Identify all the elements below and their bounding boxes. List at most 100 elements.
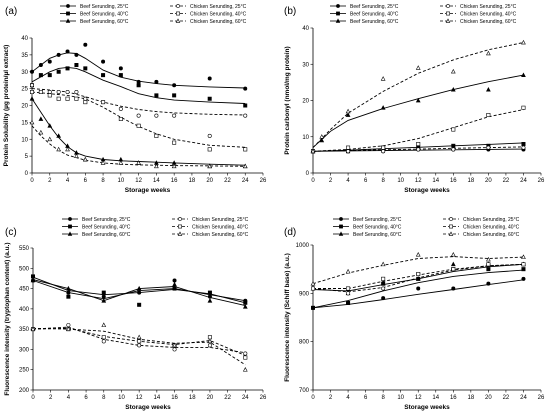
x-tick-label: 8 — [381, 178, 385, 184]
data-point — [521, 142, 526, 147]
x-tick-label: 18 — [468, 178, 475, 184]
trend-line — [312, 42, 524, 148]
legend-label: Beef Serunding, 60°C — [82, 232, 131, 238]
data-point — [29, 90, 34, 95]
legend-marker — [335, 18, 341, 23]
data-point — [101, 73, 106, 78]
data-point — [521, 145, 526, 150]
legend-marker — [177, 231, 183, 236]
x-axis-title: Storage weeks — [404, 187, 450, 194]
data-point — [243, 147, 248, 152]
trend-line — [32, 280, 246, 302]
legend-label: Beef Serunding, 60°C — [350, 19, 399, 25]
data-point — [56, 52, 61, 57]
data-point — [207, 343, 212, 348]
y-tick-label: 800 — [299, 340, 310, 346]
data-point — [47, 93, 52, 98]
data-point — [207, 290, 212, 295]
y-tick-label: 200 — [19, 388, 30, 394]
data-point — [38, 116, 44, 121]
data-point — [101, 298, 107, 303]
data-point — [56, 69, 61, 74]
data-point — [74, 62, 79, 67]
data-point — [172, 278, 177, 283]
y-axis-title: Protein carbonyl (nmol/mg protein) — [284, 46, 291, 154]
data-point — [242, 367, 248, 372]
data-point — [65, 96, 70, 101]
x-tick-label: 2 — [329, 178, 333, 184]
data-point — [486, 113, 491, 118]
data-point — [451, 143, 456, 148]
data-point — [101, 335, 106, 340]
data-point — [136, 113, 141, 118]
y-tick-label: 700 — [299, 388, 310, 394]
data-point — [486, 256, 491, 262]
legend-label: Chicken Serunding, 60°C — [192, 232, 249, 238]
x-tick-label: 22 — [503, 178, 510, 184]
y-tick-label: 350 — [19, 327, 30, 333]
data-point — [521, 276, 526, 281]
x-tick-label: 0 — [311, 178, 315, 184]
data-point — [30, 274, 35, 279]
x-tick-label: 6 — [84, 178, 88, 184]
y-tick-label: 400 — [19, 307, 30, 313]
data-point — [346, 145, 351, 150]
x-axis-title: Storage weeks — [125, 187, 171, 194]
data-point — [29, 96, 35, 101]
data-point — [29, 83, 34, 88]
x-tick-label: 12 — [415, 178, 422, 184]
x-tick-label: 20 — [485, 395, 492, 401]
y-tick-label: 1000 — [296, 243, 310, 249]
trend-line — [312, 279, 524, 309]
data-point — [74, 153, 79, 158]
legend-entry: Chicken Serunding, 60°C — [440, 18, 517, 25]
data-point — [101, 290, 106, 295]
y-tick-label: 40 — [302, 26, 309, 32]
data-point — [38, 129, 44, 135]
x-tick-label: 16 — [171, 395, 178, 401]
x-tick-label: 18 — [189, 178, 196, 184]
data-point — [207, 338, 213, 344]
data-point — [415, 276, 421, 281]
data-point — [66, 285, 71, 291]
data-point — [47, 73, 52, 78]
y-tick-label: 250 — [19, 368, 30, 374]
data-point — [137, 302, 142, 307]
x-tick-label: 6 — [364, 178, 368, 184]
legend-marker — [338, 231, 344, 236]
data-point — [154, 79, 159, 84]
legend-entry: Chicken Serunding, 25°C — [172, 217, 249, 223]
data-point — [319, 134, 325, 139]
x-tick-label: 16 — [450, 178, 457, 184]
legend-entry: Chicken Serunding, 40°C — [440, 11, 517, 17]
data-point — [521, 262, 526, 267]
legend-label: Chicken Serunding, 60°C — [463, 232, 520, 238]
legend-marker — [445, 18, 451, 23]
legend-entry: Beef Serunding, 25°C — [333, 217, 402, 223]
x-axis-title: Storage weeks — [125, 404, 171, 411]
x-tick-label: 4 — [66, 178, 70, 184]
trend-line — [312, 74, 524, 148]
y-tick-label: 30 — [21, 70, 28, 76]
legend-entry: Beef Serunding, 25°C — [62, 217, 131, 223]
panel-label: (d) — [284, 227, 296, 238]
data-point — [56, 90, 61, 95]
x-tick-label: 20 — [485, 178, 492, 184]
data-point — [83, 42, 88, 47]
trend-line — [31, 98, 246, 166]
data-point — [415, 251, 421, 257]
data-point — [243, 86, 248, 91]
legend-entry: Beef Serunding, 40°C — [333, 224, 402, 230]
legend-label: Beef Serunding, 40°C — [353, 224, 402, 230]
data-point — [207, 335, 212, 340]
data-point — [451, 286, 456, 291]
legend-marker — [65, 18, 71, 23]
data-point — [74, 52, 79, 57]
panel-label: (a) — [5, 6, 17, 17]
data-point — [136, 79, 141, 84]
legend-marker — [336, 11, 340, 16]
data-point — [30, 277, 36, 283]
data-point — [172, 342, 177, 348]
data-point — [38, 73, 43, 78]
data-point — [136, 160, 141, 165]
